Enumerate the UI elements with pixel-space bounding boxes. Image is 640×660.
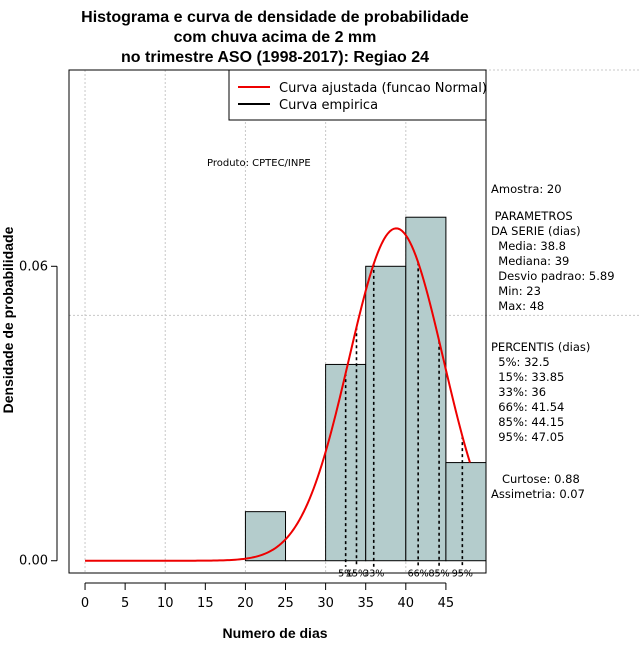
chart-title: Histograma e curva de densidade de proba… xyxy=(81,9,469,66)
stats-line: Amostra: 20 xyxy=(491,182,562,196)
axes: 0 5 10 15 20 25 30 35 40 45 0.00 0.06 Numero de dias… xyxy=(0,226,454,641)
x-tick-label: 15 xyxy=(197,596,214,611)
stats-line: 15%: 33.85 xyxy=(491,370,564,384)
annotations: Produto: CPTEC/INPE Amostra: 20 PARAMETRO… xyxy=(207,158,615,501)
stats-line: 5%: 32.5 xyxy=(491,355,550,369)
title-line: Histograma e curva de densidade de proba… xyxy=(81,9,469,26)
stats-line: Desvio padrao: 5.89 xyxy=(491,269,615,283)
stats-line: Mediana: 39 xyxy=(491,254,569,268)
y-tick-label: 0.06 xyxy=(19,259,48,274)
percentile-markers: 5%15%33% 66% 85% 95% xyxy=(338,262,473,580)
percentile-label: 66% xyxy=(408,569,429,580)
legend-label: Curva ajustada (funcao Normal) xyxy=(279,81,487,96)
stats-line: 85%: 44.15 xyxy=(491,415,564,429)
histogram-bar xyxy=(365,265,407,562)
stats-line: PARAMETROS xyxy=(491,209,573,223)
y-axis-title: Densidade de probabilidade xyxy=(0,226,16,413)
percentile-label: 15% xyxy=(346,569,367,580)
stats-line: PERCENTIS (dias) xyxy=(491,340,590,354)
percentile-label: 33% xyxy=(363,569,384,580)
title-line: no trimestre ASO (1998-2017): Regiao 24 xyxy=(121,49,429,66)
normal-curve-line xyxy=(85,227,471,562)
histogram-bar xyxy=(445,462,487,562)
stats-line: Curtose: 0.88 xyxy=(491,472,580,486)
x-tick-label: 25 xyxy=(277,596,294,611)
legend-box xyxy=(228,69,487,121)
x-tick-label: 10 xyxy=(157,596,174,611)
y-tick-label: 0.00 xyxy=(19,554,48,569)
x-tick-label: 40 xyxy=(398,596,415,611)
x-tick-label: 45 xyxy=(438,596,455,611)
legend: Curva ajustada (funcao Normal) Curva empi… xyxy=(228,69,487,121)
stats-line: Max: 48 xyxy=(491,299,544,313)
stats-line: 33%: 36 xyxy=(491,385,546,399)
x-tick-label: 30 xyxy=(317,596,334,611)
stats-line: Media: 38.8 xyxy=(491,239,566,253)
product-note: Produto: CPTEC/INPE xyxy=(207,158,311,169)
x-tick-label: 20 xyxy=(237,596,254,611)
x-tick-label: 0 xyxy=(81,596,89,611)
x-tick-label: 5 xyxy=(121,596,129,611)
stats-line: 66%: 41.54 xyxy=(491,400,564,414)
x-axis-title: Numero de dias xyxy=(222,625,327,641)
percentile-label: 95% xyxy=(452,569,473,580)
stats-line: Min: 23 xyxy=(491,284,541,298)
stats-line: DA SERIE (dias) xyxy=(491,224,581,238)
percentile-label: 5% xyxy=(338,569,353,580)
x-tick-label: 35 xyxy=(357,596,374,611)
stats-line: Assimetria: 0.07 xyxy=(491,487,585,501)
normal-curve xyxy=(85,227,471,562)
title-line: com chuva acima de 2 mm xyxy=(174,29,377,46)
legend-label: Curva empirica xyxy=(279,98,378,113)
stats-line: 95%: 47.05 xyxy=(491,430,564,444)
histogram-bar xyxy=(405,216,447,562)
percentile-label: 85% xyxy=(429,569,450,580)
